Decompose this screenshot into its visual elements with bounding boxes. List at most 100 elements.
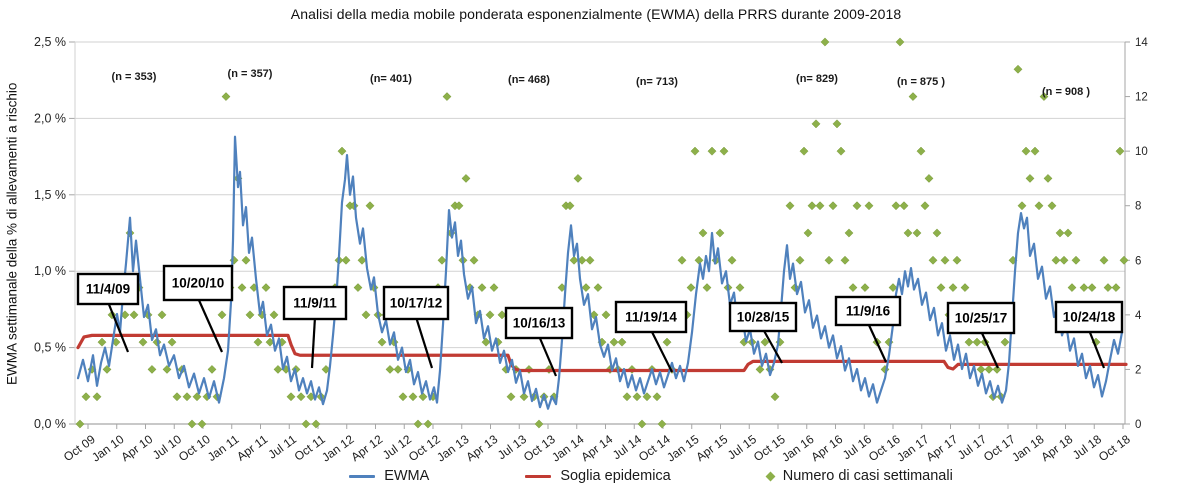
weekly-cases-point: [690, 146, 700, 156]
weekly-cases-point: [617, 337, 627, 347]
weekly-cases-point: [1021, 146, 1031, 156]
callout-11-4-09-leader: [106, 301, 130, 353]
legend: EWMA Soglia epidemica Numero di casi setti…: [0, 468, 1192, 484]
weekly-cases-point: [891, 201, 901, 211]
y-left-tick-label: 0,5 %: [34, 341, 66, 355]
weekly-cases-point: [81, 392, 91, 402]
weekly-cases-point: [1063, 228, 1073, 238]
ewma-line: [76, 135, 1124, 410]
weekly-cases-point: [437, 255, 447, 265]
weekly-cases-point: [393, 364, 403, 374]
weekly-cases-point: [311, 419, 321, 429]
weekly-cases-point: [1071, 255, 1081, 265]
weekly-cases-point: [481, 337, 491, 347]
weekly-cases-point: [187, 419, 197, 429]
weekly-cases-point: [803, 228, 813, 238]
y-right-tick-label: 10: [1135, 146, 1148, 158]
weekly-cases-point: [895, 37, 905, 47]
y-right-tick-label: 4: [1135, 310, 1142, 322]
weekly-cases-point: [353, 283, 363, 293]
weekly-cases-point: [357, 255, 367, 265]
weekly-cases-point: [1043, 173, 1053, 183]
weekly-cases-point: [824, 255, 834, 265]
weekly-cases-point: [172, 392, 182, 402]
x-tick-label: Jan 11: [205, 432, 242, 464]
weekly-cases-point: [506, 392, 516, 402]
callout-10-20-10-label: 10/20/10: [172, 276, 225, 291]
weekly-cases-point: [952, 255, 962, 265]
weekly-cases-point: [795, 255, 805, 265]
weekly-cases-point: [984, 364, 994, 374]
x-tick-label: Apr 14: [578, 432, 615, 464]
weekly-cases-point: [273, 364, 283, 374]
weekly-cases-point: [442, 92, 452, 102]
callout-11-19-14-box: [614, 300, 688, 334]
weekly-cases-point: [807, 201, 817, 211]
weekly-cases-point: [192, 392, 202, 402]
callout-11-9-16-leader: [867, 322, 887, 363]
weekly-cases-point: [237, 283, 247, 293]
weekly-cases-point: [948, 283, 958, 293]
weekly-cases-point: [916, 146, 926, 156]
weekly-cases-point: [686, 283, 696, 293]
y-right-tick-label: 2: [1135, 364, 1141, 376]
callout-10-17-12-box: [382, 285, 450, 321]
legend-label: EWMA: [384, 468, 430, 484]
x-tick-label: Apr 18: [1038, 432, 1075, 464]
weekly-cases-point: [920, 201, 930, 211]
x-tick-label: Apr 16: [808, 432, 845, 464]
callout-11-9-16-box: [834, 295, 902, 327]
weekly-cases-point: [377, 337, 387, 347]
callout-10-16-13-box: [504, 306, 574, 340]
weekly-cases-point: [1103, 283, 1113, 293]
callout-11-9-11-leader: [310, 316, 317, 369]
weekly-cases-point: [828, 201, 838, 211]
weekly-cases-point: [864, 201, 874, 211]
weekly-cases-point: [609, 337, 619, 347]
callout-10-24-18-box: [1054, 300, 1124, 334]
callout-10-20-10-box: [162, 264, 234, 302]
x-tick-label: Oct 10: [176, 432, 213, 464]
weekly-cases-point: [677, 255, 687, 265]
weekly-cases-point: [569, 255, 579, 265]
y-left-tick-label: 1,0 %: [34, 264, 66, 278]
weekly-cases-point: [301, 419, 311, 429]
weekly-cases-point: [269, 310, 279, 320]
callout-10-17-12-leader: [414, 316, 434, 369]
weekly-cases-point: [398, 392, 408, 402]
weekly-cases-point: [903, 228, 913, 238]
weekly-cases-point: [924, 173, 934, 183]
weekly-cases-point: [157, 310, 167, 320]
x-tick-label: Jan 13: [434, 432, 472, 465]
callout-10-17-12-label: 10/17/12: [390, 296, 443, 311]
legend-item-numero-di-casi-settimanali: Numero di casi settimanali: [765, 468, 953, 484]
x-tick-label: Jan 14: [549, 432, 587, 465]
weekly-cases-point: [657, 419, 667, 429]
weekly-cases-point: [1047, 201, 1057, 211]
weekly-cases-point: [1119, 255, 1129, 265]
x-tick-label: Apr 15: [693, 432, 730, 464]
weekly-cases-point: [1000, 337, 1010, 347]
x-tick-label: Apr 11: [234, 432, 270, 464]
weekly-cases-point: [129, 310, 139, 320]
callout-10-20-10-leader: [196, 297, 224, 353]
weekly-cases-point: [167, 337, 177, 347]
legend-diamond-swatch: [765, 471, 776, 481]
weekly-cases-point: [1017, 201, 1027, 211]
weekly-cases-point: [92, 392, 102, 402]
weekly-cases-point: [960, 283, 970, 293]
y-left-tick-label: 2,0 %: [34, 111, 66, 125]
weekly-cases-point: [1087, 283, 1097, 293]
weekly-cases-point: [408, 392, 418, 402]
season-sample-size-label: (n= 829): [796, 73, 838, 85]
season-sample-size-label: (n= 713): [636, 76, 678, 88]
weekly-cases-point: [229, 255, 239, 265]
x-tick-label: Apr 12: [348, 432, 385, 464]
y-right-tick-label: 14: [1135, 37, 1148, 49]
weekly-cases-point: [622, 392, 632, 402]
weekly-cases-point: [497, 310, 507, 320]
weekly-cases-point: [698, 228, 708, 238]
legend-line-swatch: [349, 474, 376, 478]
weekly-cases-point: [1055, 228, 1065, 238]
weekly-cases-point: [940, 255, 950, 265]
